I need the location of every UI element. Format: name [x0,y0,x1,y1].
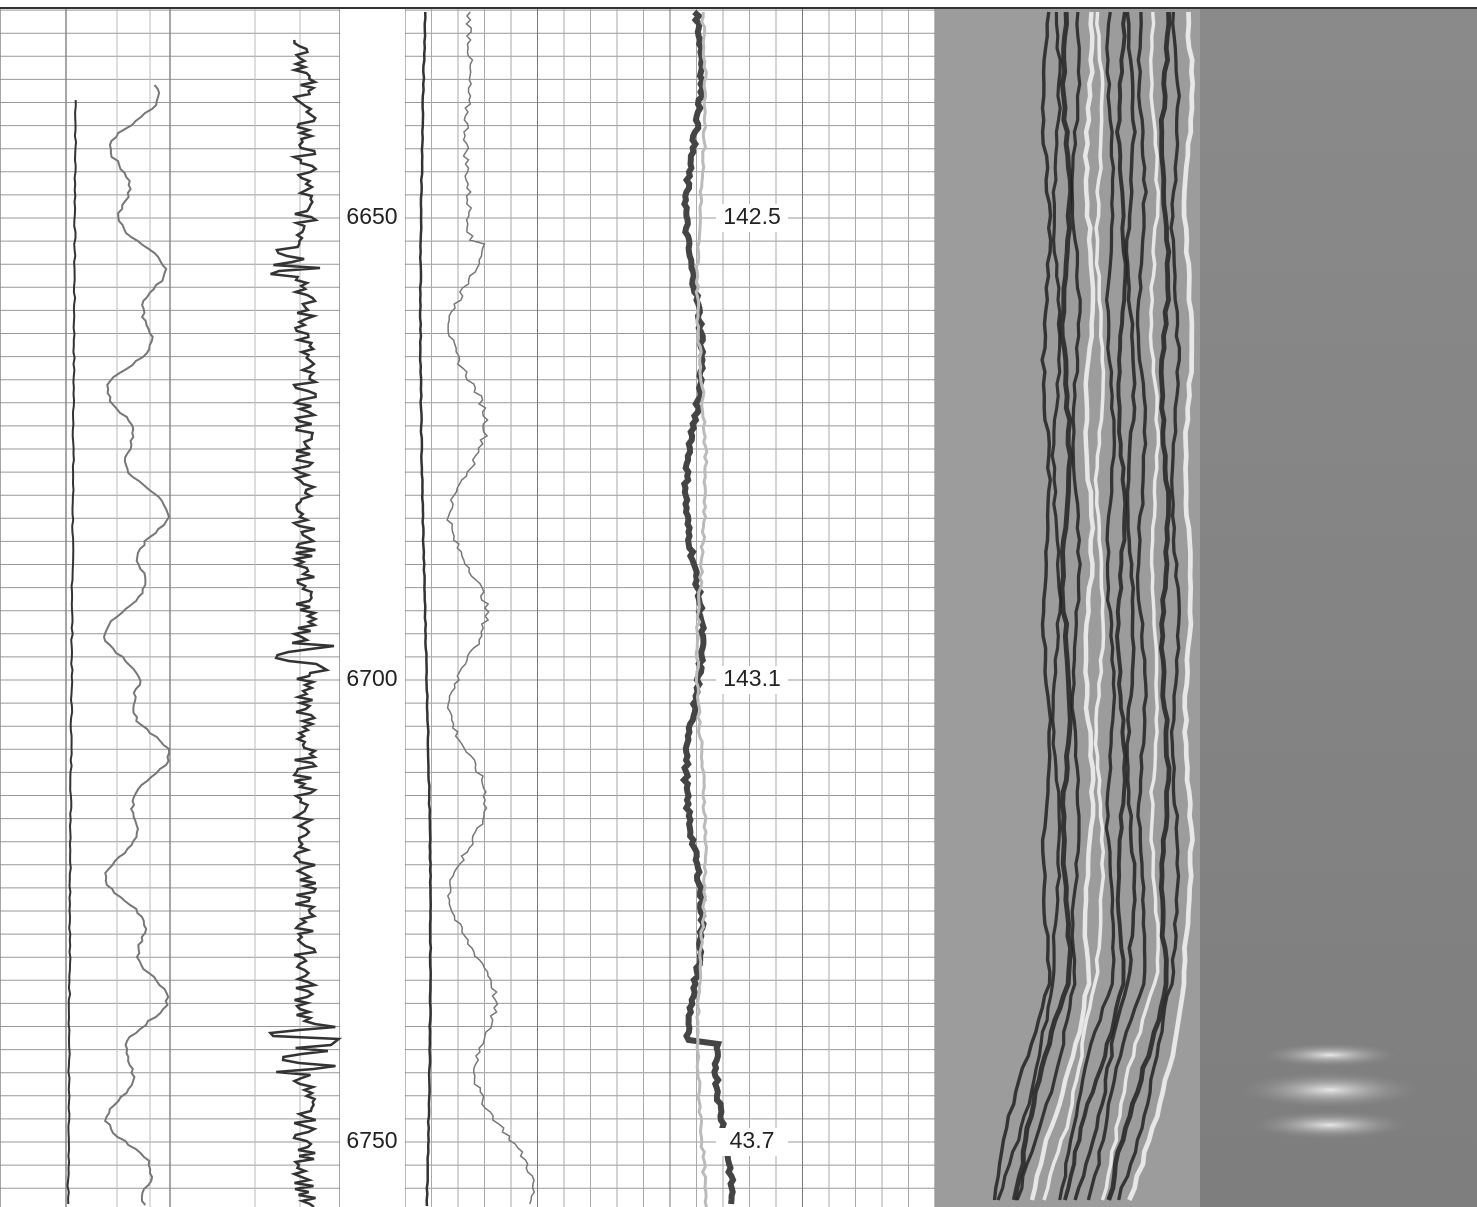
log-curve [694,11,709,1207]
label-bg [716,666,788,694]
label-bg [343,204,403,232]
log-curve [267,39,343,1207]
annotation: 143.1 [723,665,781,691]
bright-band [1240,1072,1420,1108]
depth-label: 6650 [346,203,397,229]
stripe [1127,11,1196,1201]
stripe [1073,11,1137,1201]
stripe [1011,11,1074,1201]
annotation: 142.5 [723,203,781,229]
stripe [1100,11,1161,1201]
stripe [1042,11,1106,1201]
label-bg [343,666,403,694]
log-curve [66,99,78,1205]
image-stripes [992,11,1196,1201]
bright-band [1250,1111,1410,1139]
depth-label: 6750 [346,1127,397,1153]
stripe [1015,11,1082,1201]
stripe [1062,11,1128,1201]
log-curve [679,9,737,1205]
log-curve [418,11,433,1207]
label-bg [716,1128,788,1156]
stripe [1058,11,1117,1201]
depth-label: 6700 [346,665,397,691]
label-bg [716,204,788,232]
stripe [1086,11,1148,1201]
stripe [1106,11,1172,1201]
bright-band [1260,1043,1400,1067]
grid [0,8,936,1207]
waveform-track [1200,8,1477,1207]
label-bg [343,1128,403,1156]
labels: 6650 6700 6750 142.5 143.1 43.7 [343,203,788,1156]
log-curve [446,11,536,1205]
stripe [996,11,1063,1201]
stripe [992,11,1053,1201]
image-track [935,8,1200,1207]
stripe [1117,11,1182,1201]
stripe [1029,11,1096,1201]
log-curve [102,84,171,1206]
annotation: 43.7 [730,1127,775,1153]
curves [66,9,737,1207]
depth-track [340,8,405,1207]
